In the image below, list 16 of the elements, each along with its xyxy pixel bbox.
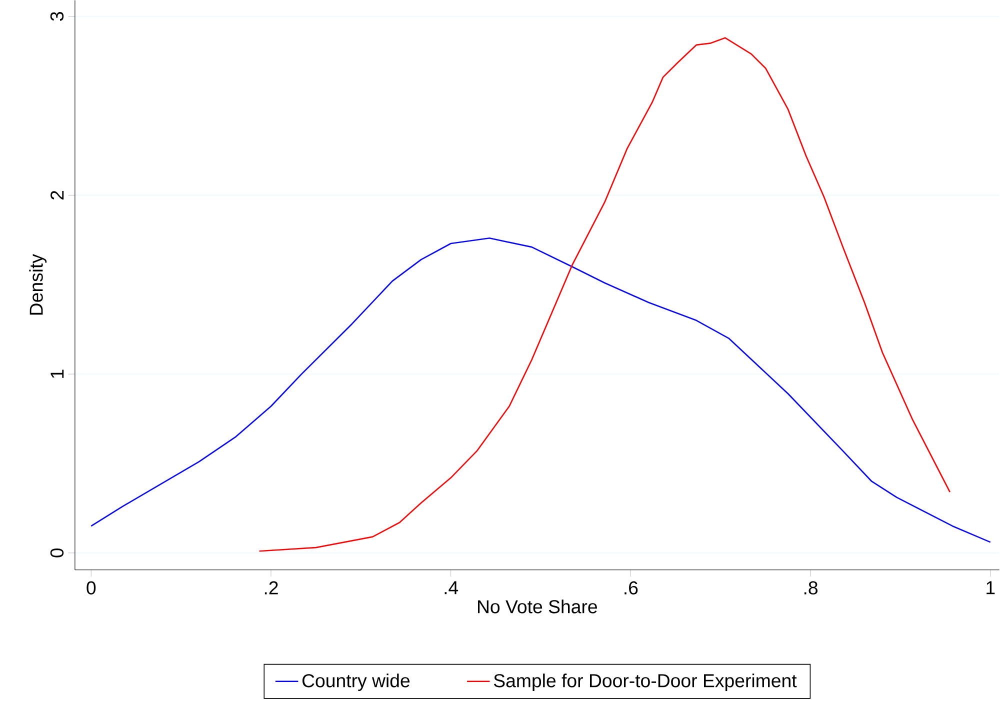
line-series [90, 238, 992, 543]
x-tick-label: 0 [86, 581, 96, 595]
x-axis-title: No Vote Share [478, 600, 597, 614]
y-tick-label: 3 [50, 12, 64, 21]
x-tick-label: .6 [624, 581, 638, 595]
y-tick-label: 1 [50, 370, 64, 378]
y-axis-title: Density [29, 254, 47, 315]
x-tick-label: .4 [444, 581, 458, 594]
legend-label: Sample for Door-to-Door Experiment [494, 674, 797, 692]
x-tick-label: .8 [804, 581, 818, 595]
y-tick-label: 0 [50, 548, 64, 558]
legend-label: Country wide [302, 674, 410, 692]
y-tick-label: 2 [50, 191, 64, 200]
x-tick-label: .2 [264, 581, 278, 594]
x-tick-label: 1 [986, 581, 995, 594]
line-series [258, 37, 951, 552]
